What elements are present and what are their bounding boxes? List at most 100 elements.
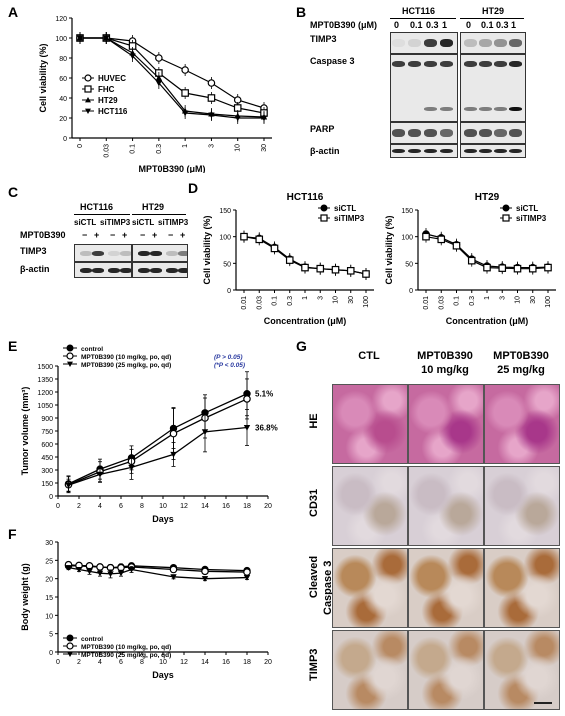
panel-letter-e: E: [8, 338, 18, 354]
data-point: [181, 89, 189, 97]
y-tick-label: 100: [55, 36, 67, 43]
blot-band: [464, 148, 477, 154]
blot-band: [408, 129, 421, 137]
y-tick-label: 5: [49, 632, 53, 639]
blot-b-row-label: Caspase 3: [310, 56, 355, 66]
data-point: [243, 575, 251, 581]
y-tick-label: 0: [49, 650, 53, 657]
blot-c-condition: siCTL: [132, 218, 155, 227]
blot-c-sign: +: [180, 230, 186, 240]
blot-band: [138, 250, 150, 256]
x-tick-label: 8: [140, 659, 144, 666]
blot-band: [479, 129, 492, 137]
panel-letter-b: B: [296, 4, 307, 20]
blot-c-condition: siTIMP3: [100, 218, 131, 227]
x-axis-label: Days: [152, 670, 174, 680]
histology-tile: [484, 548, 560, 628]
y-tick-label: 100: [401, 235, 413, 242]
legend-marker: [84, 74, 92, 82]
data-point: [243, 395, 251, 403]
legend-marker: [85, 97, 91, 103]
blot-band: [408, 39, 421, 47]
blot-band: [424, 61, 437, 67]
blot-c-sign: +: [122, 230, 128, 240]
data-point: [103, 35, 110, 42]
data-point: [437, 235, 446, 244]
data-point: [201, 567, 209, 576]
y-tick-label: 60: [59, 76, 67, 83]
data-point: [107, 571, 114, 578]
data-point: [65, 565, 72, 571]
blot-b-cell-hct116: HCT116: [402, 6, 436, 16]
blot-b-membrane: [390, 122, 458, 144]
panel-letter-f: F: [8, 526, 17, 542]
chart-d-hct116: 0 50 100 150 0.01 0.03 0.1 0.3 1 3 10 30 100 Concentr…: [202, 192, 374, 326]
data-point: [129, 53, 136, 60]
x-tick-label: 100: [363, 296, 370, 308]
blot-band: [509, 61, 522, 67]
histology-row-label: CD31: [308, 488, 320, 517]
legend-marker: [67, 361, 73, 367]
x-tick-label: 30: [530, 296, 537, 304]
data-point: [255, 235, 264, 244]
x-tick-label: 4: [98, 503, 102, 510]
blot-band: [150, 267, 162, 273]
histology-tile: [408, 548, 484, 628]
blot-band: [509, 129, 522, 137]
blot-band: [424, 129, 437, 137]
chart-title: HCT116: [287, 192, 324, 203]
series-line: [80, 37, 265, 109]
x-tick-label: 0: [56, 659, 60, 666]
blot-band: [494, 39, 507, 47]
legend-marker: [66, 642, 74, 650]
blot-c: HCT116 HT29 siCTL siTIMP3 siCTL siTIMP3 MPT…: [20, 196, 190, 286]
series-line: [80, 37, 265, 114]
legend-label: MPT0B390 (10 mg/kg, po, qd): [81, 354, 171, 361]
x-tick-label: 6: [119, 659, 123, 666]
blot-band: [509, 39, 522, 47]
legend-label: HUVEC: [98, 74, 126, 83]
y-tick-label: 15: [45, 595, 53, 602]
y-axis-label: Cell viability (%): [202, 215, 212, 284]
x-tick-label: 0.01: [423, 296, 430, 310]
x-axis-label: Concentration (μM): [446, 316, 529, 326]
data-point: [331, 265, 340, 274]
y-tick-label: 750: [41, 429, 53, 436]
blot-c-membrane: [74, 244, 132, 262]
legend-marker: [502, 214, 510, 222]
x-tick-label: 16: [222, 659, 230, 666]
x-axis-label: Days: [152, 514, 174, 524]
x-tick-label: 16: [222, 503, 230, 510]
data-point: [201, 576, 209, 582]
blot-band: [408, 148, 421, 154]
blot-b-row-label: TIMP3: [310, 34, 337, 44]
legend-label: siTIMP3: [516, 214, 547, 223]
x-tick-label: 10: [159, 659, 167, 666]
data-point: [76, 35, 84, 42]
y-tick-label: 100: [219, 235, 231, 242]
data-point: [234, 115, 241, 122]
y-tick-label: 1350: [37, 377, 53, 384]
legend-note-p2: (*P < 0.05): [214, 362, 245, 369]
histology-tile: [484, 384, 560, 464]
legend-marker: [67, 651, 73, 657]
histology-tile: [332, 384, 408, 464]
y-tick-label: 20: [59, 116, 67, 123]
legend-label: HCT116: [98, 107, 128, 116]
histology-tile: [484, 630, 560, 710]
blot-b-row-label: β-actin: [310, 146, 340, 156]
blot-band-cleaved: [440, 107, 453, 111]
y-tick-label: 0: [49, 494, 53, 501]
y-tick-label: 1500: [37, 364, 53, 371]
histology-row-label: TIMP3: [308, 648, 320, 681]
data-point: [96, 563, 104, 571]
blot-band: [424, 39, 437, 47]
legend-marker: [502, 204, 510, 212]
legend-label: control: [81, 636, 103, 643]
x-tick-label: 1: [302, 296, 309, 300]
data-point: [346, 266, 355, 275]
histology-col-label: MPT0B390: [493, 350, 549, 362]
x-axis-label: MPT0B390 (μM): [138, 164, 205, 173]
histology-tile: [408, 630, 484, 710]
data-point: [467, 256, 476, 265]
